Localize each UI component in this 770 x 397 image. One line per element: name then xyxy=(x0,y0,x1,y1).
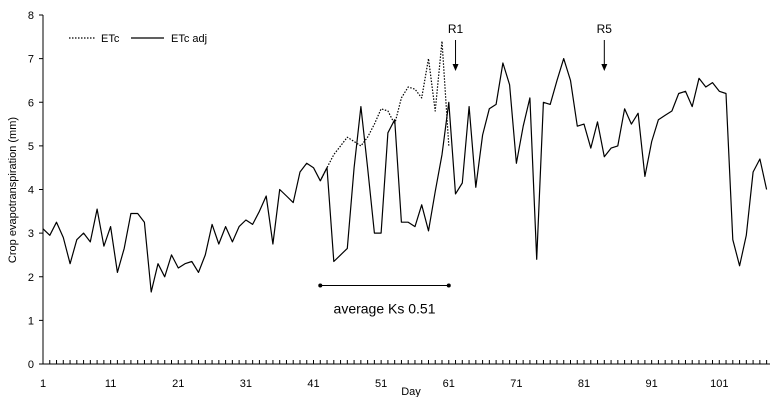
x-tick-label: 31 xyxy=(240,378,252,390)
annotation-r5-label: R5 xyxy=(597,22,613,36)
y-tick-label: 4 xyxy=(28,185,34,197)
x-tick-label: 61 xyxy=(443,378,455,390)
x-tick-label: 41 xyxy=(307,378,319,390)
legend-etc-label: ETc xyxy=(101,33,120,45)
series-etc-line xyxy=(319,40,450,182)
ks-period-start-dot xyxy=(318,283,323,288)
y-tick-label: 3 xyxy=(28,228,34,240)
y-axis-ticks: 0 1 2 3 4 5 6 7 8 xyxy=(28,10,43,371)
annotation-r5-arrowhead xyxy=(601,64,608,71)
x-tick-label: 101 xyxy=(710,378,728,390)
y-axis-title: Crop evapotranspiration (mm) xyxy=(7,117,19,263)
x-tick-label: 91 xyxy=(646,378,658,390)
series-layer xyxy=(42,40,768,293)
x-tick-label: 1 xyxy=(40,378,46,390)
y-tick-label: 6 xyxy=(28,97,34,109)
y-tick-label: 2 xyxy=(28,272,34,284)
ks-period-end-dot xyxy=(446,283,451,288)
y-tick-label: 1 xyxy=(28,315,34,327)
y-tick-label: 0 xyxy=(28,359,34,371)
annotation-r1-arrowhead xyxy=(452,64,459,71)
x-axis-title: Day xyxy=(401,386,421,397)
annotation-r1-label: R1 xyxy=(448,22,464,36)
x-tick-label: 51 xyxy=(375,378,387,390)
x-axis-ticks: 1 11 21 31 41 51 61 71 81 91 101 xyxy=(40,360,768,390)
x-tick-label: 81 xyxy=(578,378,590,390)
series-etc-adj-line xyxy=(42,57,768,293)
legend: ETc ETc adj xyxy=(69,33,207,45)
y-tick-label: 8 xyxy=(28,10,34,22)
legend-etc-adj-label: ETc adj xyxy=(171,33,207,45)
x-tick-label: 71 xyxy=(510,378,522,390)
y-tick-label: 5 xyxy=(28,141,34,153)
x-tick-label: 21 xyxy=(172,378,184,390)
x-tick-label: 11 xyxy=(105,378,116,390)
y-tick-label: 7 xyxy=(28,54,34,66)
ks-period-label: average Ks 0.51 xyxy=(334,300,436,316)
annotations: R1 R5 average Ks 0.51 xyxy=(318,22,612,316)
